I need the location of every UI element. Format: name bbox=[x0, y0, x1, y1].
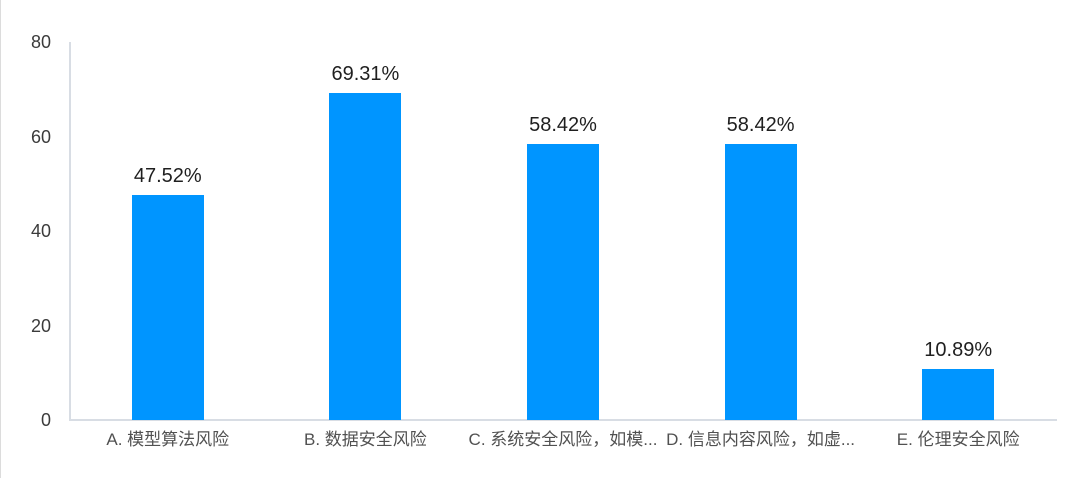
y-axis-tick-label: 20 bbox=[30, 315, 51, 336]
y-axis-tick-label: 80 bbox=[30, 32, 51, 52]
x-axis-category-label: D. 信息内容风险，如虚... bbox=[666, 430, 856, 449]
x-axis-category-label: C. 系统安全风险，如模... bbox=[468, 430, 658, 449]
x-axis-category-label: E. 伦理安全风险 bbox=[896, 430, 1020, 449]
bar-series-item bbox=[922, 368, 995, 420]
x-axis-category-label: A. 模型算法风险 bbox=[106, 430, 230, 449]
bar-value-label: 10.89% bbox=[924, 338, 993, 361]
y-axis-tick-label: 60 bbox=[30, 126, 51, 147]
y-axis-tick-label: 40 bbox=[30, 221, 51, 241]
bar-series-item bbox=[131, 195, 204, 420]
bar-series-item bbox=[527, 143, 599, 420]
y-axis-tick-label: 0 bbox=[40, 410, 51, 430]
bar-value-label: 58.42% bbox=[726, 113, 795, 136]
bar-value-label: 69.31% bbox=[331, 62, 400, 85]
y-axis-line bbox=[69, 42, 71, 420]
bar-series-item bbox=[724, 143, 797, 420]
bar-value-label: 58.42% bbox=[529, 113, 597, 136]
bar-value-label: 47.52% bbox=[133, 165, 202, 188]
x-axis-category-label: B. 数据安全风险 bbox=[303, 430, 427, 449]
x-axis-line bbox=[69, 419, 1057, 421]
bar-series-item bbox=[329, 92, 402, 420]
